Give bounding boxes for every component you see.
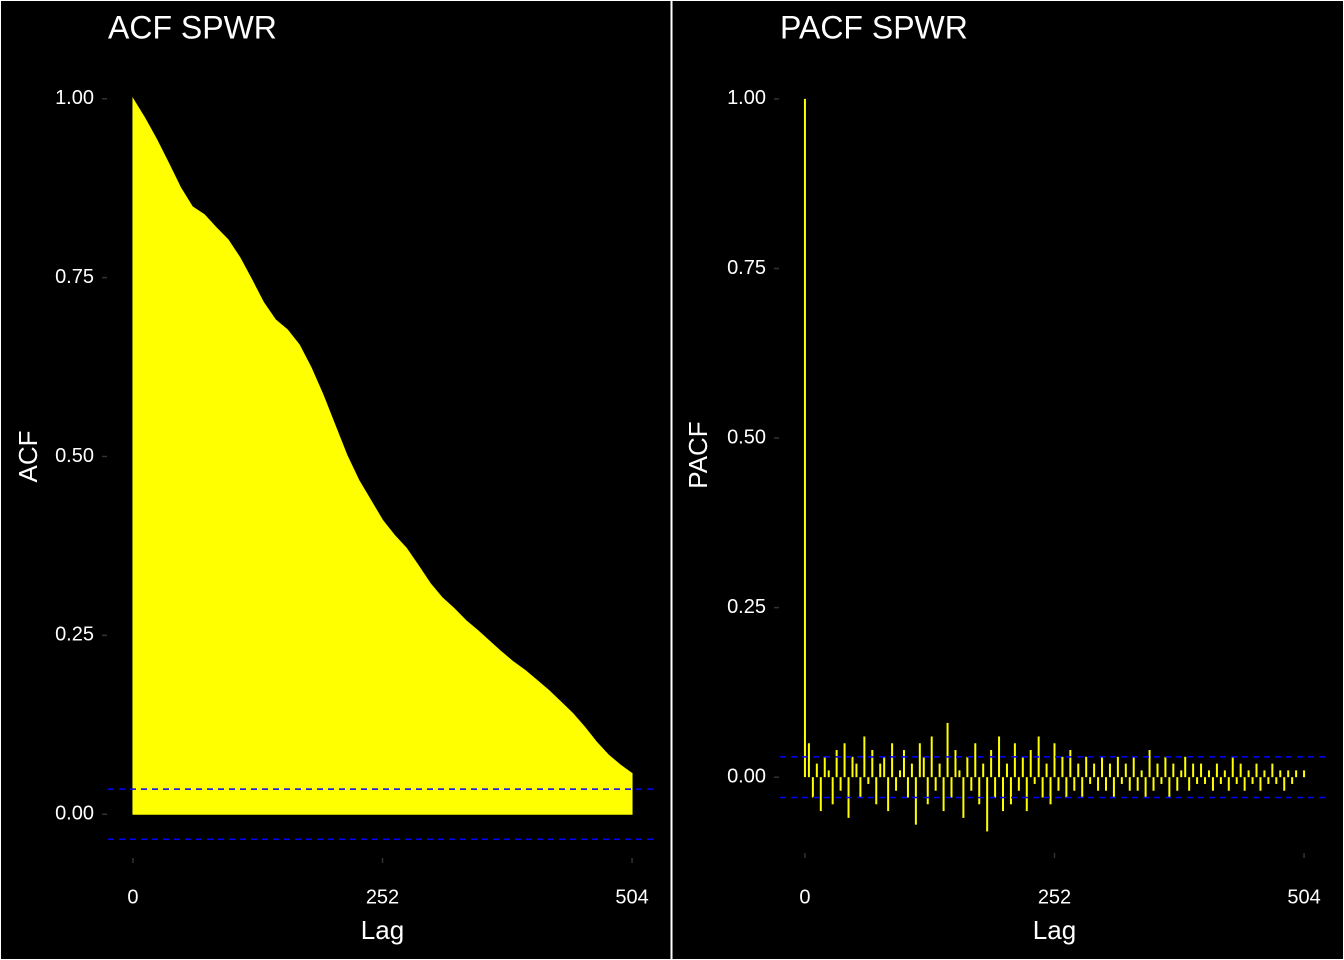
acf-area [132, 97, 633, 815]
y-tick-label: 0.25 [55, 624, 94, 646]
y-axis-label: PACF [683, 421, 713, 488]
chart-title: ACF SPWR [108, 9, 277, 45]
x-tick-label: 504 [1287, 886, 1320, 908]
x-tick-label: 0 [127, 886, 138, 908]
y-tick-label: 0.50 [55, 445, 94, 467]
chart-title: PACF SPWR [780, 9, 968, 45]
y-tick-label: 0.00 [55, 803, 94, 825]
y-tick-label: 0.00 [727, 765, 766, 787]
y-tick-label: 1.00 [55, 87, 94, 109]
y-tick-label: 0.75 [55, 266, 94, 288]
y-axis-label: ACF [13, 431, 43, 483]
y-tick-label: 0.75 [727, 257, 766, 279]
y-tick-label: 0.25 [727, 596, 766, 618]
x-tick-label: 252 [366, 886, 399, 908]
y-tick-label: 1.00 [727, 87, 766, 109]
x-axis-label: Lag [1033, 915, 1076, 945]
x-tick-label: 0 [799, 886, 810, 908]
x-tick-label: 252 [1038, 886, 1071, 908]
x-axis-label: Lag [361, 915, 404, 945]
x-tick-label: 504 [615, 886, 648, 908]
y-tick-label: 0.50 [727, 426, 766, 448]
